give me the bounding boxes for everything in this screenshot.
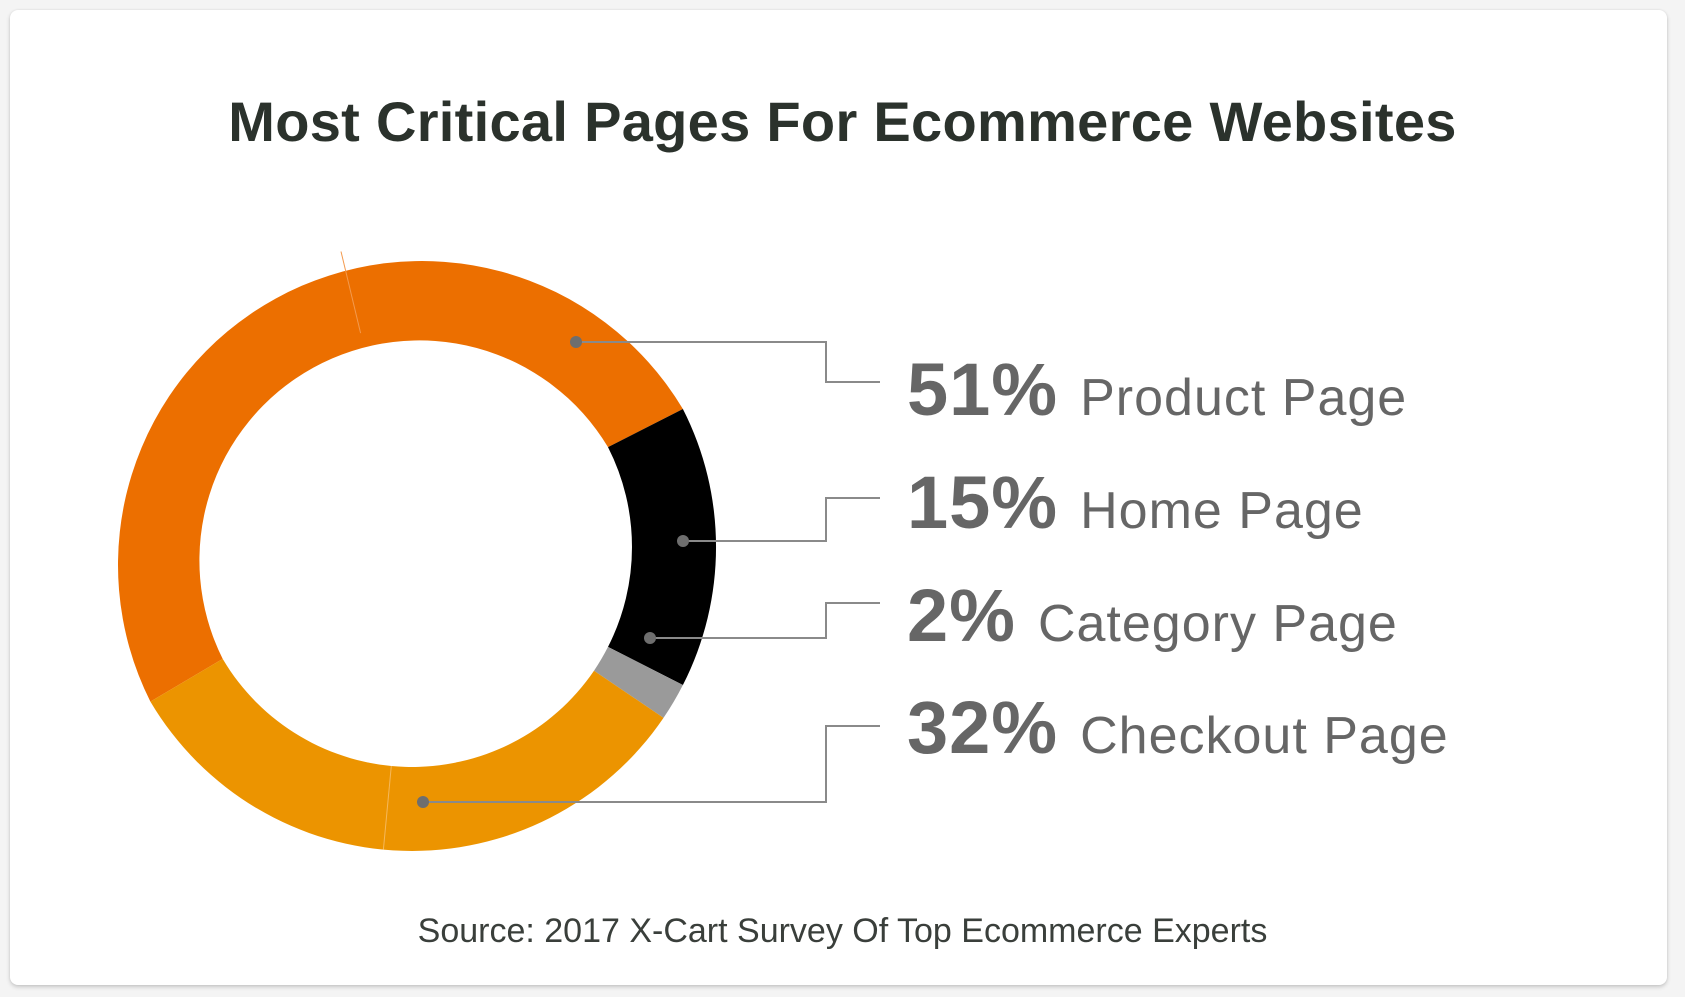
leader-line-checkout [426, 725, 880, 803]
segment-checkout-page[interactable] [150, 658, 664, 851]
label-category-name: Checkout Page [1080, 707, 1449, 765]
label-percent: 32% [907, 686, 1059, 769]
chart-title: Most Critical Pages For Ecommerce Websit… [228, 90, 1457, 153]
leader-line-category [654, 602, 880, 639]
label-percent: 15% [907, 461, 1059, 544]
dot-checkout [417, 796, 429, 808]
label-percent: 51% [907, 348, 1059, 431]
label-product-page: 51% Product Page [907, 353, 1407, 427]
dot-home [677, 535, 689, 547]
label-category-name: Category Page [1037, 595, 1398, 653]
leader-line-product [580, 341, 880, 383]
dot-product [570, 336, 582, 348]
segment-product-page[interactable] [117, 261, 683, 702]
label-home-page: 15% Home Page [907, 466, 1364, 540]
label-category-page: 2% Category Page [907, 579, 1398, 653]
dot-category [644, 632, 656, 644]
label-category-name: Product Page [1080, 369, 1408, 427]
leader-lines [426, 341, 880, 803]
label-checkout-page: 32% Checkout Page [907, 691, 1449, 765]
leader-dots [417, 336, 689, 808]
segment-seam [382, 765, 392, 850]
source-note: Source: 2017 X-Cart Survey Of Top Ecomme… [417, 912, 1268, 950]
label-percent: 2% [907, 574, 1016, 657]
label-category-name: Home Page [1080, 482, 1364, 540]
segment-category-page[interactable] [594, 646, 683, 718]
segment-home-page[interactable] [608, 409, 717, 685]
segment-seam [340, 251, 362, 334]
leader-line-home [687, 497, 880, 542]
